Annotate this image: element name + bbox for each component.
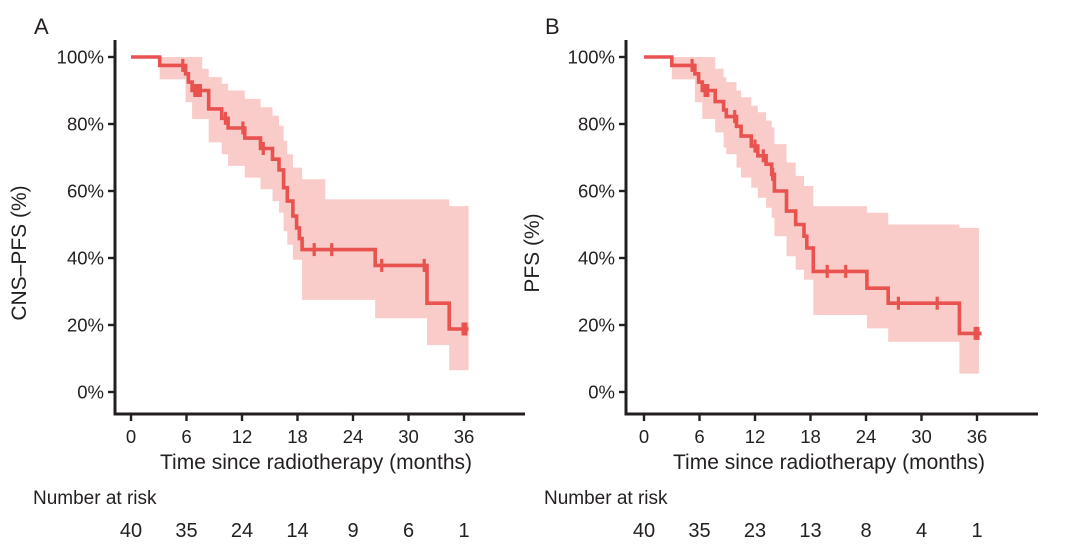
risk-count: 13 xyxy=(799,520,821,542)
number-at-risk-row: 40 35 23 13 8 4 1 xyxy=(633,520,983,542)
confidence-band xyxy=(671,57,979,374)
risk-count: 6 xyxy=(403,520,414,542)
x-tick-label: 0 xyxy=(639,426,649,447)
risk-count: 24 xyxy=(231,520,253,542)
panel-b-letter: B xyxy=(545,14,560,39)
x-tick-label: 36 xyxy=(967,426,988,447)
risk-count: 14 xyxy=(286,520,308,542)
y-tick-label: 20% xyxy=(578,315,615,336)
x-tick-label: 18 xyxy=(287,426,308,447)
y-tick-label: 60% xyxy=(578,181,615,202)
axes: 0% 20% 40% 60% 80% 100% 0 6 12 18 24 30 36 xyxy=(568,40,1038,447)
risk-count: 9 xyxy=(347,520,358,542)
risk-count: 35 xyxy=(688,520,710,542)
panel-a-number-at-risk-label: Number at risk xyxy=(33,488,157,509)
risk-count: 23 xyxy=(744,520,766,542)
y-tick-label: 40% xyxy=(67,248,104,269)
y-tick-label: 100% xyxy=(57,47,104,68)
risk-count: 40 xyxy=(633,520,655,542)
risk-count: 8 xyxy=(860,520,871,542)
risk-count: 1 xyxy=(458,520,469,542)
panel-b-number-at-risk-label: Number at risk xyxy=(544,488,668,509)
x-tick-label: 24 xyxy=(343,426,364,447)
x-tick-label: 12 xyxy=(232,426,253,447)
x-tick-label: 30 xyxy=(398,426,419,447)
y-tick-label: 40% xyxy=(578,248,615,269)
risk-count: 4 xyxy=(916,520,927,542)
y-tick-label: 20% xyxy=(67,315,104,336)
x-tick-label: 30 xyxy=(911,426,932,447)
panel-a-letter: A xyxy=(34,14,49,39)
y-tick-label: 0% xyxy=(77,382,104,403)
axes: 0% 20% 40% 60% 80% 100% 0 6 12 18 24 30 36 xyxy=(57,40,525,447)
panel-b-y-axis-title: PFS (%) xyxy=(521,213,544,293)
x-tick-label: 12 xyxy=(745,426,766,447)
y-tick-label: 80% xyxy=(67,114,104,135)
x-tick-label: 36 xyxy=(454,426,475,447)
censor-marks xyxy=(690,58,980,340)
panel-a-x-axis-title: Time since radiotherapy (months) xyxy=(159,451,472,474)
panel-b-x-axis-title: Time since radiotherapy (months) xyxy=(672,451,985,474)
confidence-band xyxy=(159,57,469,371)
risk-count: 1 xyxy=(971,520,982,542)
number-at-risk-row: 40 35 24 14 9 6 1 xyxy=(120,520,470,542)
censor-marks xyxy=(181,58,468,336)
y-tick-label: 100% xyxy=(568,47,615,68)
y-tick-label: 60% xyxy=(67,181,104,202)
x-tick-label: 0 xyxy=(126,426,136,447)
y-tick-label: 0% xyxy=(588,382,615,403)
panel-a-y-axis-title: CNS–PFS (%) xyxy=(8,185,31,321)
x-tick-label: 18 xyxy=(800,426,821,447)
risk-count: 35 xyxy=(175,520,197,542)
x-tick-label: 6 xyxy=(694,426,704,447)
panel-a: 0% 20% 40% 60% 80% 100% 0 6 12 18 24 30 36 40 35 24 14 9 6… xyxy=(57,40,525,542)
risk-count: 40 xyxy=(120,520,142,542)
x-tick-label: 6 xyxy=(181,426,191,447)
x-tick-label: 24 xyxy=(856,426,877,447)
y-tick-label: 80% xyxy=(578,114,615,135)
